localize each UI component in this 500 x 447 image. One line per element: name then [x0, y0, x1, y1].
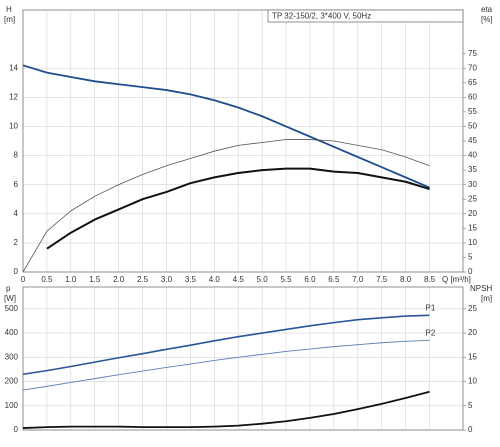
y-tick-label: 12: [9, 92, 18, 101]
y2-axis-label: [m]: [481, 294, 492, 303]
y-tick-label: 300: [5, 352, 19, 361]
y2-tick-label: 25: [468, 304, 477, 313]
series-line: [22, 339, 430, 391]
y-axis-label: p: [6, 284, 11, 293]
x-tick-label: 1.0: [65, 275, 77, 284]
y-tick-label: 200: [5, 377, 19, 386]
y-tick-label: 0: [14, 267, 19, 276]
y2-tick-label: 0: [468, 425, 473, 434]
series-line: [22, 390, 430, 429]
x-tick-label: 1.5: [89, 275, 101, 284]
y2-axis-label: NPSH: [470, 284, 492, 293]
y-tick-label: 8: [14, 151, 19, 160]
y2-axis-label: eta: [481, 5, 493, 14]
y2-tick-label: 5: [468, 253, 473, 262]
x-tick-label: 3.5: [185, 275, 197, 284]
y2-tick-label: 15: [468, 352, 477, 361]
x-tick-label: 0: [21, 275, 26, 284]
series-line: [22, 314, 430, 376]
y-tick-label: 100: [5, 401, 19, 410]
series-label: P1: [426, 303, 436, 312]
y2-tick-label: 10: [468, 238, 477, 247]
y2-tick-label: 30: [468, 180, 477, 189]
x-tick-label: 5.0: [257, 275, 269, 284]
x-axis-label: Q [m³/h]: [442, 275, 471, 284]
y-tick-label: 6: [14, 180, 19, 189]
x-tick-label: 0.5: [41, 275, 53, 284]
plot-frame: [22, 286, 464, 431]
y-tick-label: 14: [9, 63, 18, 72]
y-tick-label: 0: [14, 425, 19, 434]
y-tick-label: 400: [5, 328, 19, 337]
y2-tick-label: 0: [468, 267, 473, 276]
y-tick-label: 2: [14, 238, 19, 247]
plot-frame: [22, 9, 464, 273]
y-tick-label: 500: [5, 304, 19, 313]
x-tick-label: 2.0: [113, 275, 125, 284]
y-axis-label: H: [6, 5, 12, 14]
x-tick-label: 6.5: [328, 275, 340, 284]
y2-tick-label: 10: [468, 377, 477, 386]
x-tick-label: 8.5: [424, 275, 436, 284]
y-axis-label: [m]: [4, 15, 15, 24]
x-tick-label: 2.5: [137, 275, 149, 284]
chart-title: TP 32-150/2, 3*400 V, 50Hz: [272, 12, 371, 21]
y2-tick-label: 15: [468, 223, 477, 232]
y-axis-label: [W]: [4, 294, 16, 303]
y2-tick-label: 60: [468, 92, 477, 101]
series-line: [22, 139, 430, 273]
x-tick-label: 7.0: [352, 275, 364, 284]
y2-tick-label: 75: [468, 49, 477, 58]
x-tick-label: 5.5: [280, 275, 292, 284]
series-line: [46, 167, 430, 250]
y2-tick-label: 45: [468, 136, 477, 145]
x-tick-label: 3.0: [161, 275, 173, 284]
y-tick-label: 10: [9, 122, 18, 131]
y2-tick-label: 20: [468, 328, 477, 337]
y2-axis-label: [%]: [481, 15, 493, 24]
y2-tick-label: 55: [468, 107, 477, 116]
x-tick-label: 4.5: [233, 275, 245, 284]
x-tick-label: 6.0: [304, 275, 316, 284]
y-tick-label: 4: [14, 209, 19, 218]
x-tick-label: 4.0: [209, 275, 221, 284]
title-box: [267, 9, 464, 23]
y2-tick-label: 40: [468, 151, 477, 160]
y2-tick-label: 20: [468, 209, 477, 218]
x-tick-label: 8.0: [400, 275, 412, 284]
y2-tick-label: 65: [468, 78, 477, 87]
y2-tick-label: 70: [468, 63, 477, 72]
y2-tick-label: 5: [468, 401, 473, 410]
y2-tick-label: 50: [468, 122, 477, 131]
y2-tick-label: 25: [468, 194, 477, 203]
series-line: [22, 64, 430, 189]
y2-tick-label: 35: [468, 165, 477, 174]
x-tick-label: 7.5: [376, 275, 388, 284]
series-label: P2: [426, 328, 436, 337]
